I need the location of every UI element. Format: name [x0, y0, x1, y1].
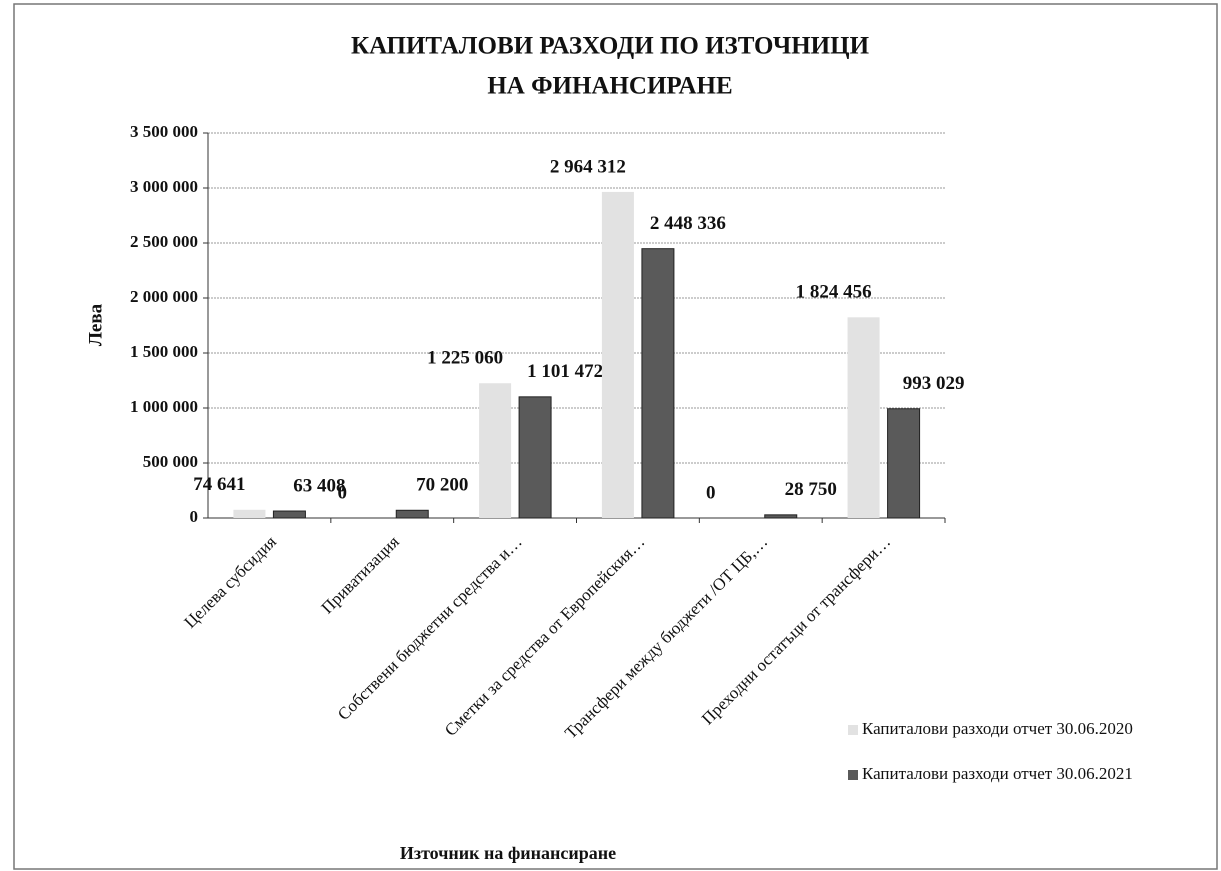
bar — [887, 408, 921, 519]
data-label: 2 964 312 — [550, 156, 626, 177]
x-tick-label: Приватизация — [318, 532, 403, 617]
y-tick-label: 3 000 000 — [130, 177, 198, 196]
y-tick-label: 1 500 000 — [130, 342, 198, 361]
x-tick-label: Целева субсидия — [180, 532, 280, 632]
y-tick-label: 2 500 000 — [130, 232, 198, 251]
y-tick-label: 1 000 000 — [130, 397, 198, 416]
bar — [233, 509, 266, 518]
data-label: 70 200 — [416, 475, 468, 496]
y-tick-label: 3 500 000 — [130, 122, 198, 141]
data-label: 1 101 472 — [527, 361, 603, 382]
data-label: 0 — [706, 482, 716, 503]
data-label: 2 448 336 — [650, 213, 726, 234]
data-label: 993 029 — [903, 373, 965, 394]
data-label: 0 — [338, 482, 348, 503]
y-tick-label: 0 — [190, 507, 199, 526]
data-label: 63 408 — [293, 475, 345, 496]
y-axis-label: Лева — [85, 303, 106, 346]
bar — [395, 509, 429, 519]
data-label: 1 824 456 — [796, 282, 872, 303]
y-tick-label: 500 000 — [143, 452, 198, 471]
bar — [518, 396, 552, 519]
bar — [641, 248, 675, 519]
chart-title: КАПИТАЛОВИ РАЗХОДИ ПО ИЗТОЧНИЦИ — [351, 33, 870, 60]
chart-title: НА ФИНАНСИРАНЕ — [487, 73, 732, 100]
data-label: 28 750 — [785, 479, 837, 500]
legend-swatch — [848, 770, 858, 780]
x-tick-label: Трансфери между бюджети /ОТ ЦБ,… — [561, 532, 771, 742]
x-tick-label: Сметки за средства от Европейския… — [441, 532, 649, 740]
legend-label: Капиталови разходи отчет 30.06.2020 — [862, 719, 1133, 738]
legend-swatch — [848, 725, 858, 735]
y-tick-label: 2 000 000 — [130, 287, 198, 306]
x-axis-label: Източник на финансиране — [400, 843, 616, 863]
data-label: 74 641 — [193, 474, 245, 495]
bar — [272, 510, 306, 519]
bar — [479, 383, 512, 518]
legend-label: Капиталови разходи отчет 30.06.2021 — [862, 764, 1133, 783]
bar — [764, 514, 798, 519]
bar — [601, 191, 634, 519]
frame — [13, 3, 1218, 870]
bar — [847, 317, 880, 518]
data-label: 1 225 060 — [427, 348, 503, 369]
